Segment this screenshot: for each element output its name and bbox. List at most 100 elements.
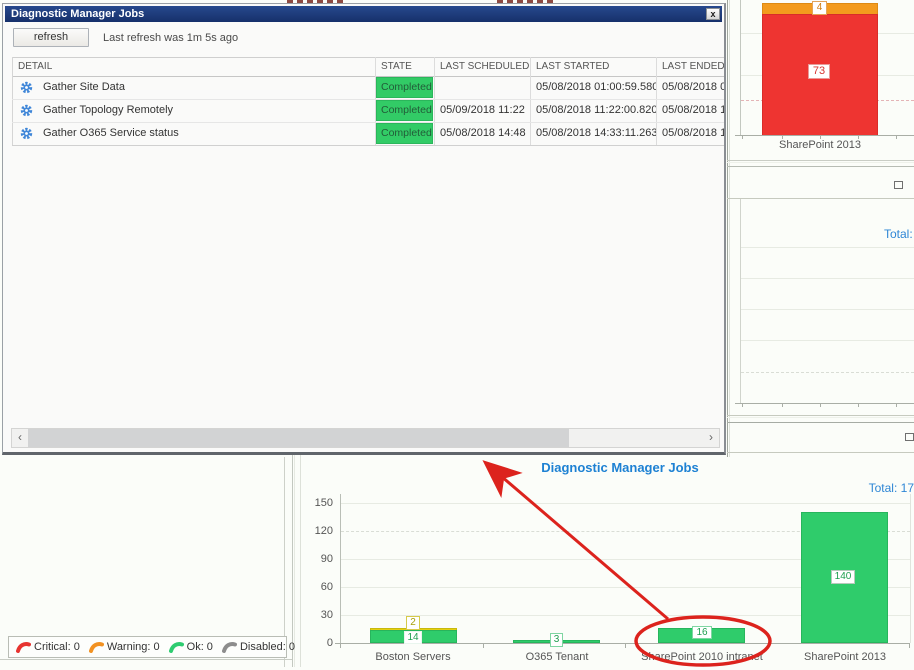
panel-divider [292,455,293,667]
table-row[interactable]: Gather Site Data Completed 05/08/2018 01… [3,76,724,99]
panel-divider [284,457,285,667]
last-started-cell: 05/08/2018 01:00:59.580 [536,81,656,93]
tick-mark [896,136,897,139]
tick-mark [782,136,783,139]
row-divider [12,122,724,123]
panel-divider [729,0,730,457]
x-axis-label: SharePoint 2010 intranet [641,651,763,663]
y-tick-label: 90 [320,553,333,565]
chart-total-label: Total: 17 [868,481,914,495]
divider [727,422,914,423]
column-divider [530,57,531,145]
y-tick-label: 30 [320,609,333,621]
legend-label: Disabled: 0 [239,641,295,653]
x-axis [735,135,914,136]
status-legend: Critical: 0 Warning: 0 Ok: 0 Disabled: 0 [8,636,295,658]
column-divider [375,57,376,145]
disabled-swoosh-icon [221,642,237,653]
column-header-state[interactable]: STATE [381,61,412,72]
job-name: Gather Site Data [43,81,125,93]
panel-restore-icon[interactable] [894,181,903,189]
table-row[interactable]: Gather Topology Remotely Completed 05/09… [3,99,725,122]
bar-sharepoint2013[interactable] [801,494,888,643]
close-icon[interactable]: x [706,8,720,20]
horizontal-scrollbar[interactable]: ‹ › [11,428,720,448]
table-border [12,145,724,146]
x-axis-label: SharePoint 2013 [779,139,861,151]
y-tick-label: 150 [314,497,333,509]
last-scheduled-cell: 05/09/2018 11:22 [440,104,525,116]
splitter[interactable] [300,455,301,667]
legend-label: Critical: 0 [34,641,80,653]
column-header-last-ended[interactable]: LAST ENDED [662,61,725,72]
bar-value-label: 4 [812,1,827,15]
dialog-title: Diagnostic Manager Jobs [11,8,145,20]
chart-title: Diagnostic Manager Jobs [541,460,699,475]
bar-sharepoint2010-intranet[interactable] [658,494,745,643]
last-started-cell: 05/08/2018 14:33:11.263 [536,127,656,139]
bar-value-label: 14 [404,631,422,644]
x-axis [335,643,910,644]
scrollbar-thumb[interactable] [28,429,569,447]
last-refresh-text: Last refresh was 1m 5s ago [103,32,239,44]
gear-icon [20,104,33,117]
diagnostic-manager-jobs-dialog: Diagnostic Manager Jobs x refresh Last r… [2,3,726,455]
last-scheduled-cell [434,76,530,99]
row-divider [12,99,724,100]
legend-item-warning: Warning: 0 [88,641,160,653]
ok-swoosh-icon [168,642,184,653]
scrollbar-track[interactable] [569,429,703,447]
last-ended-cell: 05/08/2018 1 [662,104,725,116]
divider [727,166,914,167]
bar-value-label: 16 [692,626,712,639]
column-divider [656,57,657,145]
dialog-titlebar[interactable]: Diagnostic Manager Jobs x [5,6,722,22]
column-header-last-scheduled[interactable]: LAST SCHEDULED [440,61,530,72]
y-tick-label: 60 [320,581,333,593]
panel-restore-icon[interactable] [905,433,914,441]
status-badge: Completed [376,123,433,144]
refresh-button[interactable]: refresh [13,28,89,47]
grid-line [741,247,914,248]
y-tick-label: 0 [326,637,333,649]
column-header-detail[interactable]: DETAIL [18,61,53,72]
table-header-border [12,76,724,77]
clipped-background-text [497,0,553,4]
last-started-cell: 05/08/2018 11:22:00.820 [536,104,656,116]
bar-o365-tenant[interactable] [513,494,600,643]
tick-mark [340,644,341,648]
legend-item-critical: Critical: 0 [16,641,80,653]
critical-swoosh-icon [16,642,31,653]
tick-mark [782,404,783,407]
divider [0,659,292,660]
table-border [12,57,724,58]
table-border [12,57,13,145]
tick-mark [896,404,897,407]
bar-value-label: 2 [406,616,420,630]
bar-value-label: 73 [808,64,830,79]
divider [727,162,914,163]
plot-right-border [910,494,911,643]
tick-mark [820,404,821,407]
status-badge: Completed [376,77,433,98]
scroll-right-icon[interactable]: › [703,429,719,447]
last-ended-cell: 05/08/2018 14 [662,127,724,139]
gear-icon [20,81,33,94]
job-name: Gather Topology Remotely [43,104,174,116]
panel-divider [727,0,728,457]
status-badge: Completed [376,100,433,121]
divider [727,452,914,453]
tick-mark [483,644,484,648]
last-scheduled-cell: 05/08/2018 14:48 [440,127,526,139]
x-axis [735,403,914,404]
y-tick-label: 120 [314,525,333,537]
tick-mark [858,136,859,139]
grid-line [741,340,914,341]
scroll-left-icon[interactable]: ‹ [12,429,28,447]
job-name: Gather O365 Service status [43,127,179,139]
column-header-last-started[interactable]: LAST STARTED [536,61,610,72]
gear-icon [20,127,33,140]
table-row[interactable]: Gather O365 Service status Completed 05/… [3,122,724,145]
warning-swoosh-icon [88,642,104,653]
panel-divider [294,455,295,667]
